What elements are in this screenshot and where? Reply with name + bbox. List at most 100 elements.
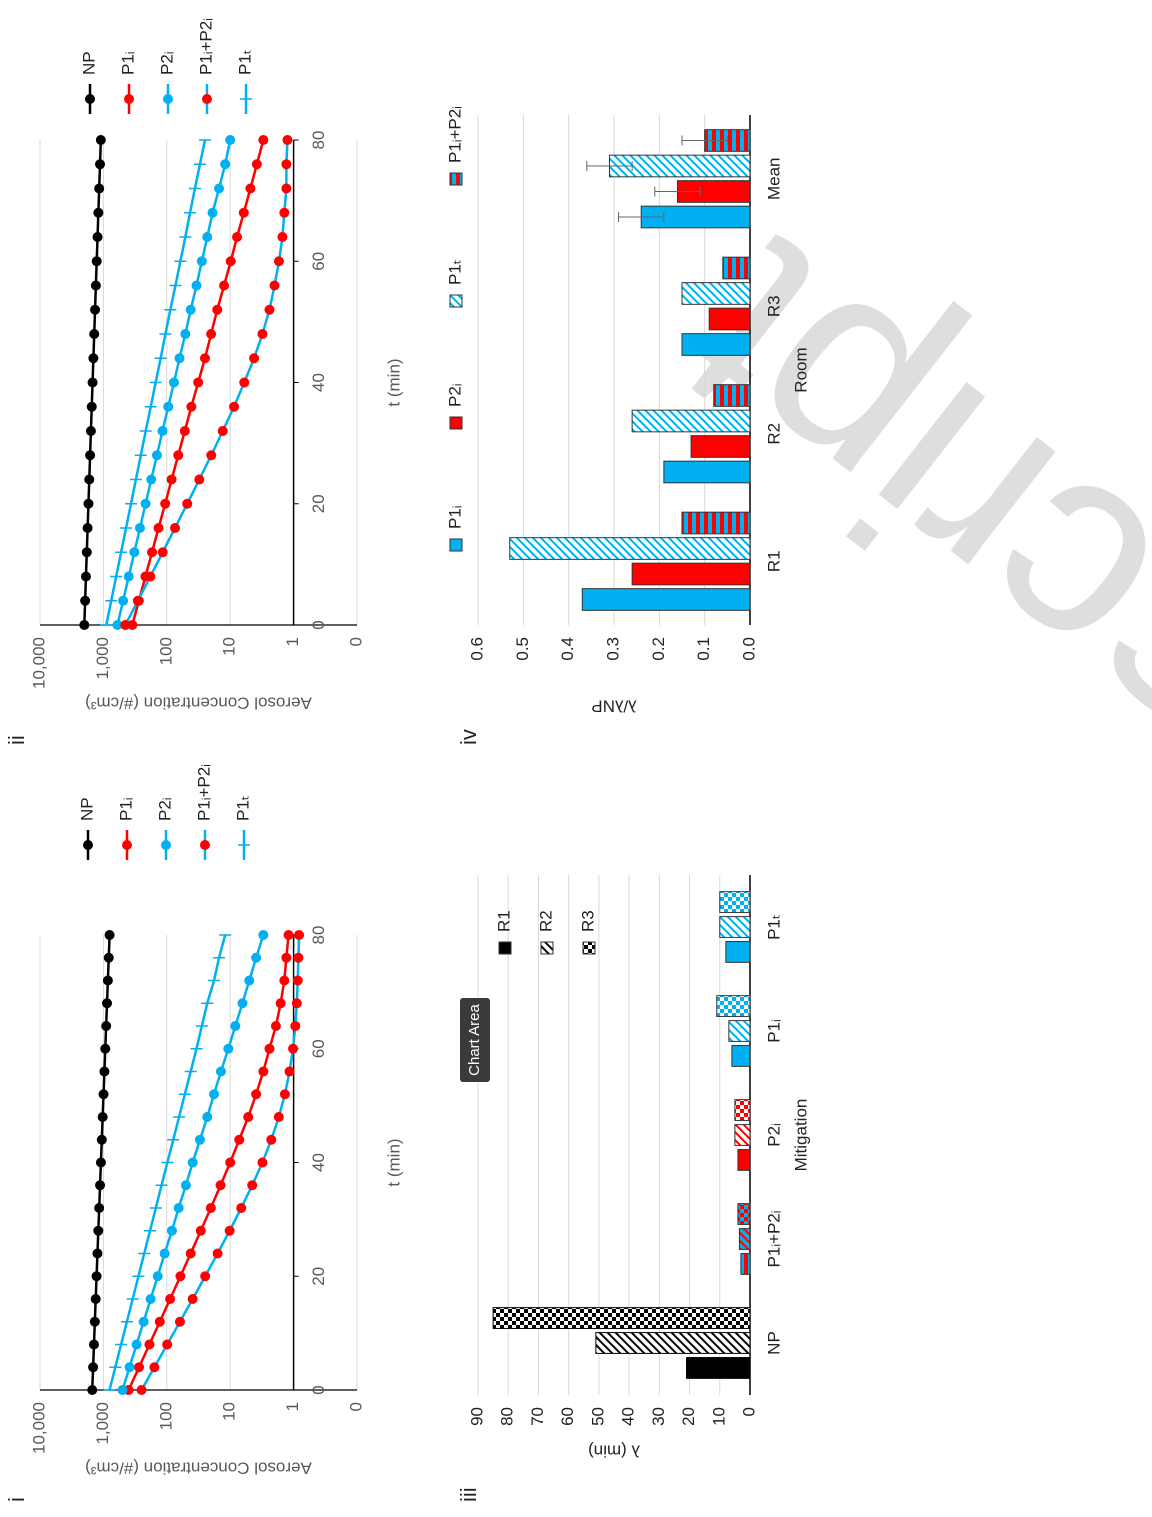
point <box>93 207 104 218</box>
point <box>96 1134 107 1145</box>
point <box>89 329 100 339</box>
point <box>175 1271 186 1282</box>
point <box>131 1339 142 1350</box>
legend-marker <box>122 840 132 850</box>
point <box>264 304 275 315</box>
point <box>206 329 217 339</box>
point <box>85 450 96 461</box>
tooltip: Chart Area <box>466 1003 483 1075</box>
legend-marker <box>161 840 171 850</box>
bar <box>719 916 751 938</box>
point <box>83 498 94 509</box>
point <box>88 1339 99 1350</box>
point <box>94 183 105 194</box>
y-tick-label: 1 <box>283 1402 302 1411</box>
point <box>270 1021 281 1031</box>
point <box>281 952 292 963</box>
bar <box>734 1124 751 1146</box>
point <box>87 1385 98 1395</box>
bar <box>722 256 751 280</box>
point <box>101 1021 112 1031</box>
point <box>279 1089 290 1100</box>
point <box>205 1203 216 1213</box>
point <box>132 595 143 606</box>
point <box>180 329 191 339</box>
point <box>232 232 243 242</box>
point <box>206 450 217 461</box>
x-tick-label: 40 <box>309 1153 328 1172</box>
point <box>180 1180 191 1191</box>
point <box>281 183 292 194</box>
point <box>173 450 184 461</box>
point <box>185 304 196 315</box>
panel-label: iv <box>456 729 481 745</box>
x-tick-label: 60 <box>309 252 328 271</box>
point <box>251 159 262 170</box>
point <box>91 1271 102 1282</box>
point <box>102 975 113 986</box>
point <box>174 353 185 364</box>
point <box>124 1362 135 1373</box>
point <box>145 1294 156 1304</box>
point <box>225 135 236 145</box>
point <box>217 426 228 436</box>
y-tick-label: 80 <box>498 1407 517 1426</box>
y-axis-label: λ (min) <box>588 1442 640 1461</box>
y-tick-label: 0.6 <box>467 637 486 661</box>
point <box>212 304 223 315</box>
point <box>284 1066 295 1077</box>
point <box>279 207 290 218</box>
point <box>95 159 106 170</box>
watermark: script <box>624 185 1152 821</box>
point <box>104 930 115 940</box>
point <box>229 401 240 412</box>
point <box>79 620 90 630</box>
point <box>230 1021 241 1031</box>
y-tick-label: 10 <box>220 637 239 656</box>
bar <box>708 307 751 331</box>
point <box>90 280 101 291</box>
point <box>103 952 114 963</box>
y-tick-label: 60 <box>558 1407 577 1426</box>
point <box>140 498 151 509</box>
y-tick-label: 90 <box>467 1407 486 1426</box>
point <box>273 1112 284 1122</box>
bar <box>681 282 751 305</box>
legend-label: P1ᵢ <box>116 798 135 821</box>
point <box>237 998 248 1009</box>
point <box>134 1362 145 1373</box>
y-tick-label: 1,000 <box>93 637 112 680</box>
bar <box>725 941 751 963</box>
legend-label: NP <box>77 797 96 821</box>
legend-label: R2 <box>536 910 555 932</box>
point <box>187 1294 198 1304</box>
x-tick-label: 20 <box>309 1267 328 1286</box>
y-tick-label: 0 <box>346 637 365 646</box>
point <box>166 474 177 485</box>
point <box>258 1066 269 1077</box>
x-tick-label: P1ᵢ+P2ᵢ <box>764 1211 783 1268</box>
point <box>99 1066 110 1077</box>
bar <box>716 995 751 1017</box>
x-tick-label: P1ᵢ <box>764 1019 783 1042</box>
legend-label: P1ᵢ <box>445 506 464 529</box>
point <box>214 183 225 194</box>
point <box>88 1362 99 1373</box>
point <box>249 353 260 364</box>
point <box>283 930 294 940</box>
legend-swatch <box>449 172 463 186</box>
point <box>182 498 193 509</box>
bar <box>728 1020 751 1042</box>
point <box>258 930 269 940</box>
point <box>98 1089 109 1100</box>
point <box>157 547 168 558</box>
bar <box>631 409 751 433</box>
bar <box>731 1045 751 1067</box>
bar <box>690 435 751 458</box>
point <box>170 523 181 533</box>
error-bar <box>586 161 633 171</box>
y-axis-label: Aerosol Concentration (#/cm³) <box>85 1459 312 1478</box>
point <box>236 1203 247 1213</box>
legend-label: P1ᵢ+P2ᵢ <box>445 106 464 163</box>
point <box>82 523 93 533</box>
